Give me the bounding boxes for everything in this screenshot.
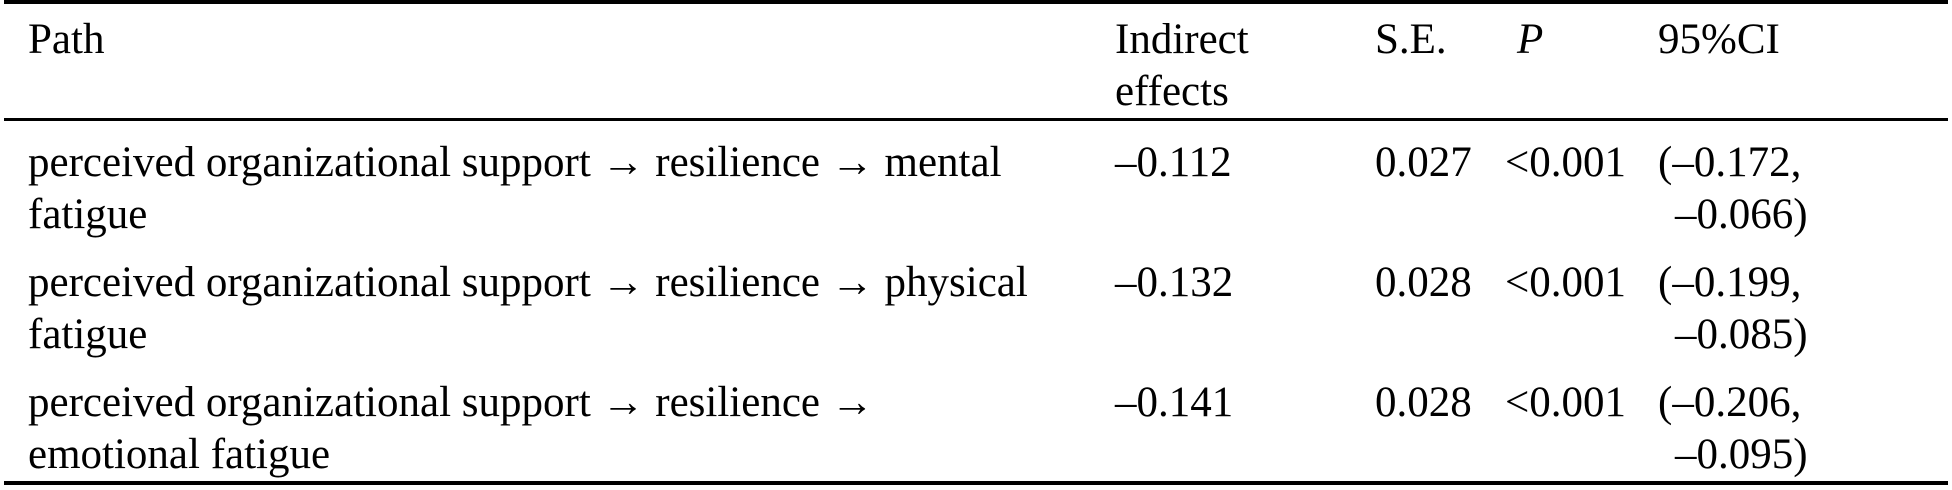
path-cell: perceived organizational support → resil… (4, 361, 1115, 483)
column-header-p: P (1505, 2, 1658, 120)
se-value: 0.027 (1375, 139, 1472, 186)
path-cell: perceived organizational support → resil… (4, 120, 1115, 242)
p-value: <0.001 (1505, 259, 1627, 306)
column-header-indirect-effects: Indirect effects (1115, 2, 1375, 120)
ci-cell: (–0.199, –0.085) (1658, 241, 1948, 361)
column-header-p-label: P (1517, 16, 1544, 63)
indirect-effect-value: –0.112 (1115, 139, 1232, 186)
indirect-effect-cell: –0.141 (1115, 361, 1375, 483)
indirect-effect-value: –0.132 (1115, 259, 1234, 306)
header-row: Path Indirect effects S.E. P 95%CI (4, 2, 1948, 120)
path-line: fatigue (28, 191, 148, 238)
column-header-se-label: S.E. (1375, 16, 1447, 63)
indirect-effect-cell: –0.132 (1115, 241, 1375, 361)
ci-line: (–0.206, (1658, 379, 1802, 426)
path-line: fatigue (28, 311, 148, 358)
ci-line: (–0.172, (1658, 139, 1802, 186)
ci-line: (–0.199, (1658, 259, 1802, 306)
p-value: <0.001 (1505, 379, 1627, 426)
p-value-cell: <0.001 (1505, 120, 1658, 242)
p-value: <0.001 (1505, 139, 1627, 186)
ci-line: –0.066) (1675, 191, 1808, 238)
p-value-cell: <0.001 (1505, 361, 1658, 483)
ci-cell: (–0.206, –0.095) (1658, 361, 1948, 483)
se-cell: 0.028 (1375, 361, 1505, 483)
table-header: Path Indirect effects S.E. P 95%CI (4, 2, 1948, 120)
se-value: 0.028 (1375, 259, 1472, 306)
ci-line: –0.095) (1675, 431, 1808, 478)
ci-line: –0.085) (1675, 311, 1808, 358)
column-header-se: S.E. (1375, 2, 1505, 120)
p-value-cell: <0.001 (1505, 241, 1658, 361)
se-value: 0.028 (1375, 379, 1472, 426)
path-cell: perceived organizational support → resil… (4, 241, 1115, 361)
table-row: perceived organizational support → resil… (4, 241, 1948, 361)
table-body: perceived organizational support → resil… (4, 120, 1948, 484)
table-row: perceived organizational support → resil… (4, 361, 1948, 483)
path-line: perceived organizational support → resil… (28, 379, 874, 426)
path-line: emotional fatigue (28, 431, 331, 478)
column-header-ci-label: 95%CI (1658, 16, 1780, 63)
path-line: perceived organizational support → resil… (28, 259, 1028, 306)
column-header-path-label: Path (28, 16, 105, 63)
column-header-ci: 95%CI (1658, 2, 1948, 120)
indirect-effect-cell: –0.112 (1115, 120, 1375, 242)
column-header-indirect-line: Indirect (1115, 16, 1249, 63)
ci-cell: (–0.172, –0.066) (1658, 120, 1948, 242)
indirect-effects-table: Path Indirect effects S.E. P 95%CI (4, 0, 1948, 485)
table-row: perceived organizational support → resil… (4, 120, 1948, 242)
indirect-effect-value: –0.141 (1115, 379, 1234, 426)
path-line: perceived organizational support → resil… (28, 139, 1002, 186)
column-header-path: Path (4, 2, 1115, 120)
se-cell: 0.027 (1375, 120, 1505, 242)
se-cell: 0.028 (1375, 241, 1505, 361)
column-header-indirect-line: effects (1115, 68, 1229, 115)
